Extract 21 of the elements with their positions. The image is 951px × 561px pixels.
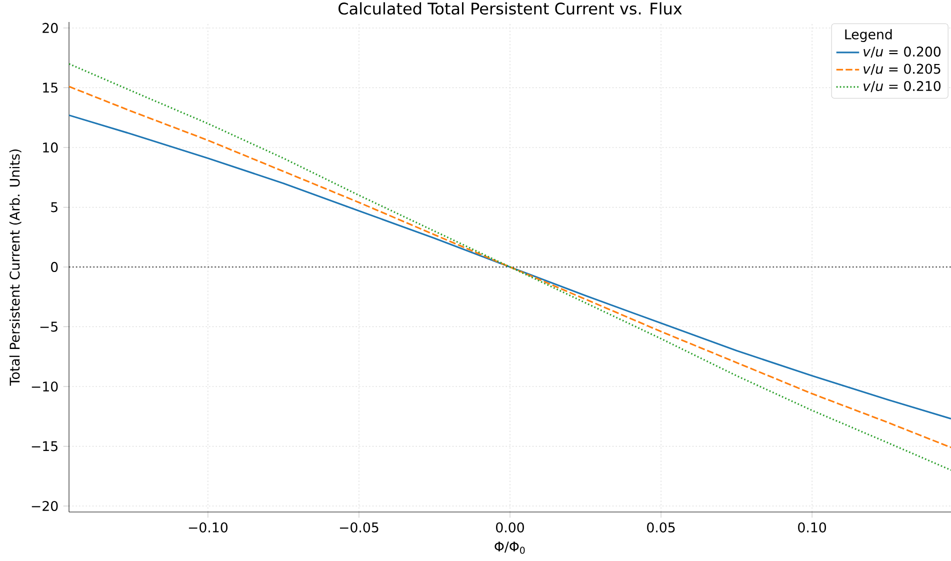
y-tick-label: −20	[32, 500, 58, 512]
x-tick-label: 0.00	[496, 522, 524, 532]
y-tick-label: 20	[42, 22, 58, 34]
x-tick-label: −0.05	[340, 522, 378, 532]
y-tick-label: 15	[43, 82, 58, 93]
y-tick-label: −10	[32, 381, 58, 392]
y-tick-label: −15	[32, 441, 58, 452]
y-tick-label: 10	[43, 142, 58, 153]
x-axis-title: Φ/Φ$_{0}$	[494, 542, 525, 554]
legend-title: Legend	[845, 29, 892, 42]
x-tick-label: 0.05	[647, 522, 675, 532]
y-tick-label: 0	[51, 262, 58, 272]
legend-label: v/u = 0.205	[864, 64, 940, 75]
legend-label: v/u = 0.200	[864, 46, 941, 58]
y-tick-label: −5	[40, 322, 58, 332]
legend-label: v/u = 0.210	[864, 80, 941, 92]
x-tick-label: 0.10	[798, 522, 826, 532]
y-tick-label: 5	[51, 202, 58, 212]
y-axis-title: Total Persistent Current (Arb. Units)	[9, 149, 22, 386]
chart-title: Calculated Total Persistent Current vs. Flux	[338, 2, 682, 15]
x-tick-label: −0.10	[188, 522, 228, 532]
